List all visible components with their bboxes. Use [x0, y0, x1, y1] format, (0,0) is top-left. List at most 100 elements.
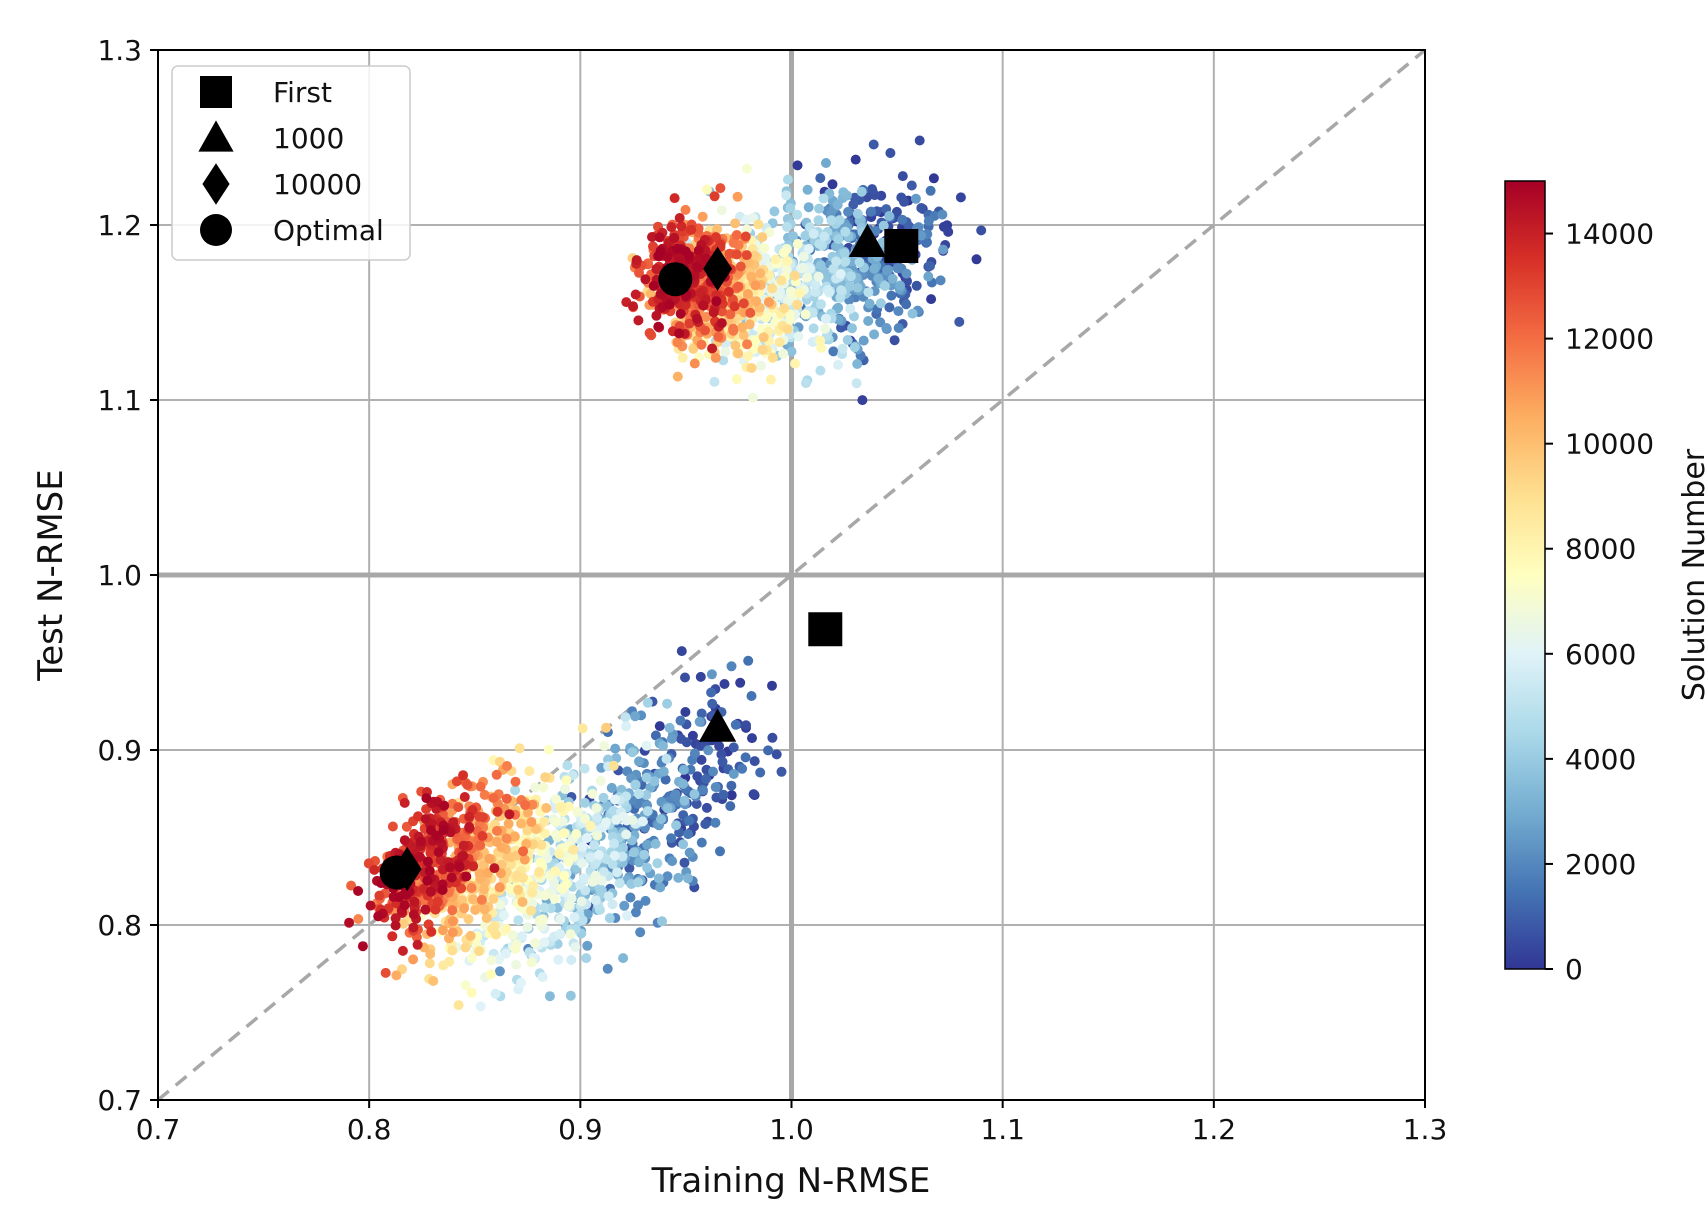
- scatter-point: [425, 847, 436, 858]
- scatter-point: [666, 833, 677, 844]
- scatter-point: [610, 743, 621, 754]
- scatter-point: [582, 940, 593, 951]
- scatter-point: [627, 747, 638, 758]
- scatter-point: [662, 871, 673, 882]
- scatter-point: [648, 280, 659, 291]
- scatter-point: [746, 691, 757, 701]
- scatter-point: [778, 348, 789, 359]
- scatter-point: [624, 863, 635, 874]
- scatter-point: [849, 311, 859, 322]
- scatter-point: [518, 846, 529, 857]
- scatter-point: [776, 275, 787, 286]
- scatter-point: [852, 282, 863, 293]
- scatter-point: [522, 825, 533, 836]
- scatter-point: [504, 809, 515, 820]
- scatter-point: [585, 852, 596, 863]
- scatter-point: [476, 894, 487, 905]
- scatter-point: [726, 780, 737, 791]
- scatter-point: [676, 221, 687, 232]
- scatter-point: [763, 745, 774, 756]
- colorbar-tick-label: 4000: [1565, 743, 1636, 776]
- scatter-point: [650, 838, 661, 849]
- scatter-point: [353, 914, 364, 924]
- scatter-point: [642, 862, 653, 873]
- scatter-point: [540, 772, 551, 783]
- scatter-point: [425, 886, 436, 897]
- scatter-point: [627, 815, 638, 826]
- scatter-point: [524, 766, 535, 777]
- scatter-point: [653, 251, 664, 262]
- scatter-point: [923, 216, 934, 226]
- scatter-point: [911, 280, 922, 291]
- scatter-point: [502, 761, 512, 771]
- scatter-point: [481, 913, 492, 924]
- scatter-point: [922, 237, 932, 248]
- scatter-point: [833, 234, 844, 245]
- x-axis-label: Training N-RMSE: [651, 1161, 931, 1201]
- scatter-point: [740, 231, 751, 242]
- scatter-point: [439, 800, 450, 811]
- scatter-point: [866, 206, 877, 217]
- scatter-point: [649, 776, 660, 787]
- scatter-point: [836, 285, 847, 296]
- scatter-point: [700, 325, 710, 336]
- scatter-point: [843, 206, 854, 217]
- scatter-point: [899, 196, 909, 207]
- scatter-point: [700, 819, 711, 830]
- scatter-point: [560, 784, 570, 794]
- scatter-point: [901, 299, 912, 310]
- scatter-point: [526, 957, 537, 968]
- scatter-point: [808, 323, 819, 334]
- scatter-point: [675, 715, 686, 726]
- scatter-point: [838, 187, 849, 198]
- scatter-point: [593, 849, 604, 860]
- scatter-point: [793, 331, 804, 342]
- scatter-point: [738, 298, 749, 309]
- scatter-point: [684, 815, 695, 826]
- scatter-point: [937, 209, 948, 220]
- scatter-point: [346, 880, 357, 891]
- scatter-point: [563, 856, 574, 867]
- scatter-point: [579, 763, 590, 774]
- scatter-point: [715, 239, 726, 250]
- marker-triangle: [848, 223, 887, 257]
- scatter-point: [881, 265, 892, 276]
- scatter-point: [878, 220, 889, 231]
- scatter-point: [495, 899, 506, 910]
- scatter-point: [837, 343, 848, 354]
- scatter-point: [408, 922, 419, 933]
- scatter-point: [691, 261, 702, 272]
- scatter-point: [678, 839, 689, 850]
- scatter-point: [591, 803, 602, 814]
- scatter-point: [475, 1001, 486, 1012]
- scatter-point: [716, 318, 727, 329]
- scatter-point: [640, 274, 651, 285]
- scatter-point: [781, 221, 792, 232]
- scatter-point: [408, 954, 419, 965]
- scatter-point: [741, 250, 752, 261]
- scatter-point: [757, 344, 768, 355]
- scatter-point: [642, 806, 653, 817]
- scatter-point: [644, 328, 655, 338]
- scatter-point: [610, 794, 620, 805]
- marker-diamond: [703, 246, 733, 291]
- scatter-point: [654, 721, 665, 732]
- scatter-point: [741, 720, 751, 731]
- scatter-point: [614, 878, 625, 889]
- scatter-point: [454, 862, 465, 873]
- scatter-point: [674, 254, 685, 265]
- scatter-point: [803, 243, 814, 254]
- scatter-point: [511, 870, 522, 881]
- scatter-point: [550, 794, 561, 805]
- x-tick-label: 1.0: [769, 1113, 814, 1146]
- scatter-point: [971, 254, 982, 265]
- y-tick-label: 1.1: [97, 384, 142, 417]
- scatter-point: [517, 897, 528, 907]
- scatter-point: [635, 927, 646, 938]
- x-tick-label: 1.1: [980, 1113, 1025, 1146]
- scatter-point: [904, 221, 915, 232]
- scatter-point: [719, 679, 730, 689]
- scatter-point: [906, 180, 917, 191]
- scatter-point: [881, 323, 892, 333]
- scatter-point: [628, 301, 638, 312]
